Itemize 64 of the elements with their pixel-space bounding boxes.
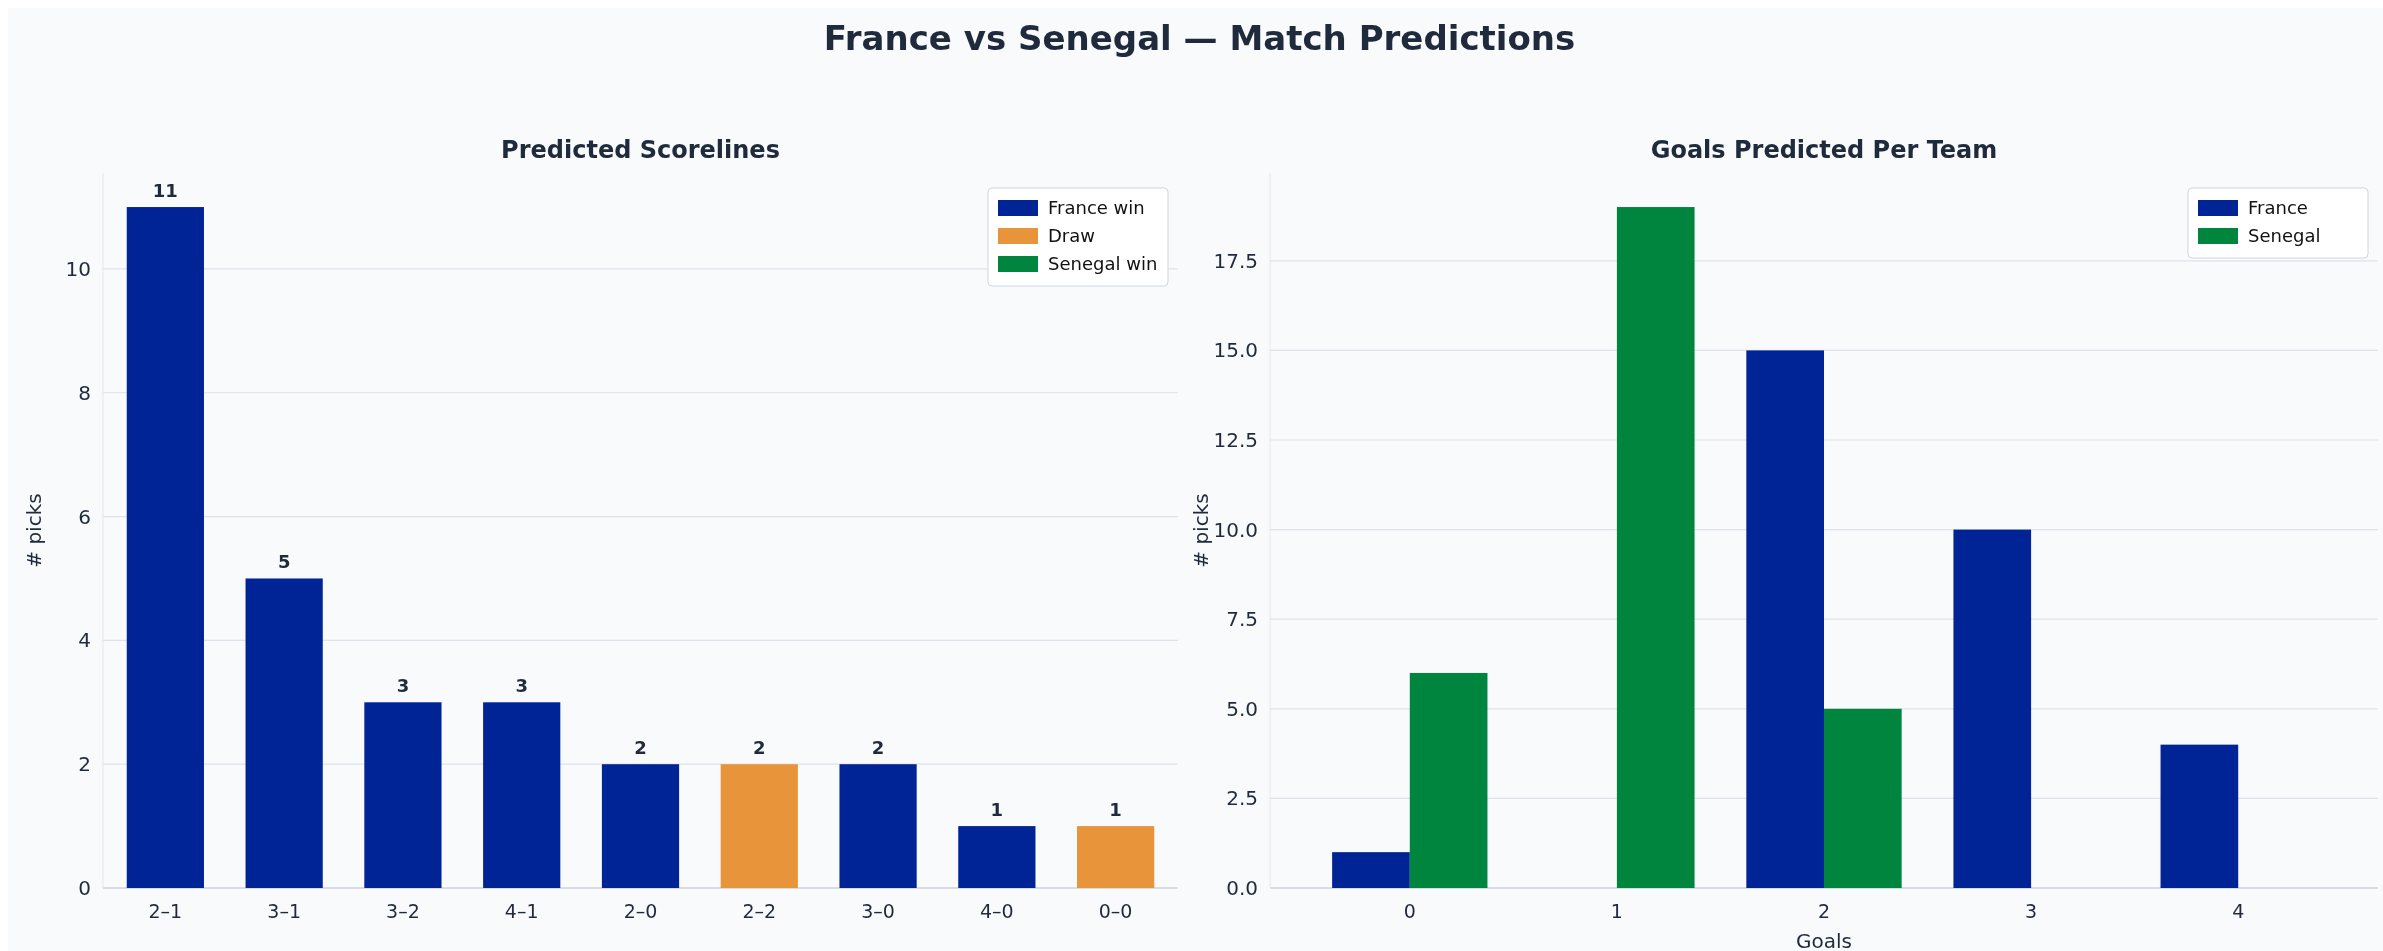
x-tick-label: 4 (2232, 900, 2245, 922)
x-tick-label: 2–2 (742, 900, 777, 922)
bar (1332, 852, 1410, 888)
y-tick-label: 0 (78, 876, 91, 900)
x-tick-label: 3–2 (386, 900, 420, 922)
data-label: 3 (515, 675, 528, 697)
data-label: 5 (277, 551, 291, 573)
y-tick-label: 8 (78, 380, 91, 405)
data-label: 2 (871, 737, 885, 759)
x-tick-label: 0 (1403, 900, 1416, 922)
bar (364, 702, 442, 888)
x-tick-label: 2 (1817, 900, 1831, 922)
bar (720, 764, 798, 888)
legend-label: France (2248, 197, 2308, 219)
bar (126, 207, 204, 888)
legend-label: Senegal win (1048, 253, 1158, 275)
x-tick-label: 2–0 (623, 900, 658, 922)
bar (1077, 826, 1155, 888)
y-tick-label: 0.0 (1226, 876, 1258, 900)
bar (1746, 350, 1824, 888)
data-label: 2 (634, 737, 647, 759)
x-tick-label: 0–0 (1098, 900, 1133, 922)
bar (958, 826, 1036, 888)
y-tick-label: 7.5 (1226, 607, 1258, 632)
x-tick-label: 4–1 (504, 900, 539, 922)
y-tick-label: 2.5 (1226, 786, 1258, 811)
x-tick-label: 3 (2025, 900, 2038, 922)
y-tick-label: 5.0 (1226, 696, 1258, 721)
legend-label: Senegal (2248, 225, 2321, 247)
bar (1824, 708, 1902, 888)
data-label: 11 (152, 180, 178, 202)
y-tick-label: 6 (78, 504, 91, 529)
bar (1409, 672, 1488, 888)
y-tick-label: 10 (65, 256, 91, 281)
data-label: 1 (990, 799, 1004, 821)
y-tick-label: 15.0 (1213, 338, 1258, 363)
x-tick-label: 2–1 (148, 900, 183, 922)
y-tick-label: 12.5 (1213, 428, 1258, 453)
data-label: 3 (396, 675, 410, 697)
chart-title: Goals Predicted Per Team (1650, 136, 1998, 164)
data-label: 1 (1109, 799, 1122, 821)
x-tick-label: 1 (1610, 900, 1623, 922)
x-tick-label: 3–1 (267, 900, 301, 922)
chart-title: Predicted Scorelines (501, 136, 780, 164)
legend-label: France win (1048, 197, 1145, 219)
y-tick-label: 17.5 (1213, 248, 1258, 273)
text: France vs Senegal — Match Predictions (823, 18, 1576, 58)
y-axis-title: # picks (22, 493, 46, 568)
legend-label: Draw (1048, 225, 1096, 247)
x-tick-label: 3–0 (861, 900, 895, 922)
bar (601, 764, 680, 888)
y-tick-label: 10.0 (1213, 517, 1258, 542)
bar (483, 702, 561, 888)
y-axis-title: # picks (1189, 493, 1213, 568)
x-axis-title: Goals (1796, 929, 1852, 951)
y-tick-label: 2 (78, 752, 91, 777)
bar (2160, 744, 2239, 888)
y-tick-label: 4 (78, 628, 91, 653)
data-label: 2 (753, 737, 766, 759)
bar (839, 764, 917, 888)
x-tick-label: 4–0 (980, 900, 1014, 922)
bar (245, 578, 323, 888)
bar (1616, 207, 1695, 888)
bar (1953, 529, 2032, 888)
